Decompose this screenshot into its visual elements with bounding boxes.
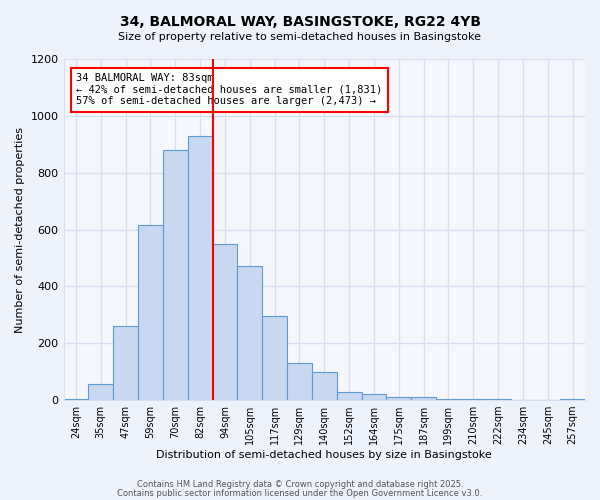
Bar bbox=[312, 372, 337, 400]
Text: Contains public sector information licensed under the Open Government Licence v3: Contains public sector information licen… bbox=[118, 488, 482, 498]
Text: Contains HM Land Registry data © Crown copyright and database right 2025.: Contains HM Land Registry data © Crown c… bbox=[137, 480, 463, 489]
Bar bbox=[262, 316, 287, 400]
Bar bbox=[362, 394, 386, 400]
Bar bbox=[212, 244, 238, 400]
Bar bbox=[138, 226, 163, 400]
Text: 34 BALMORAL WAY: 83sqm
← 42% of semi-detached houses are smaller (1,831)
57% of : 34 BALMORAL WAY: 83sqm ← 42% of semi-det… bbox=[76, 73, 382, 106]
Text: Size of property relative to semi-detached houses in Basingstoke: Size of property relative to semi-detach… bbox=[119, 32, 482, 42]
Bar bbox=[88, 384, 113, 400]
Bar bbox=[485, 399, 511, 400]
Bar bbox=[560, 398, 585, 400]
X-axis label: Distribution of semi-detached houses by size in Basingstoke: Distribution of semi-detached houses by … bbox=[157, 450, 492, 460]
Bar bbox=[163, 150, 188, 400]
Bar bbox=[436, 398, 461, 400]
Y-axis label: Number of semi-detached properties: Number of semi-detached properties bbox=[15, 126, 25, 332]
Bar bbox=[287, 363, 312, 400]
Bar bbox=[113, 326, 138, 400]
Bar bbox=[386, 396, 411, 400]
Text: 34, BALMORAL WAY, BASINGSTOKE, RG22 4YB: 34, BALMORAL WAY, BASINGSTOKE, RG22 4YB bbox=[119, 15, 481, 29]
Bar bbox=[64, 398, 88, 400]
Bar bbox=[238, 266, 262, 400]
Bar bbox=[411, 397, 436, 400]
Bar bbox=[337, 392, 362, 400]
Bar bbox=[461, 398, 485, 400]
Bar bbox=[188, 136, 212, 400]
